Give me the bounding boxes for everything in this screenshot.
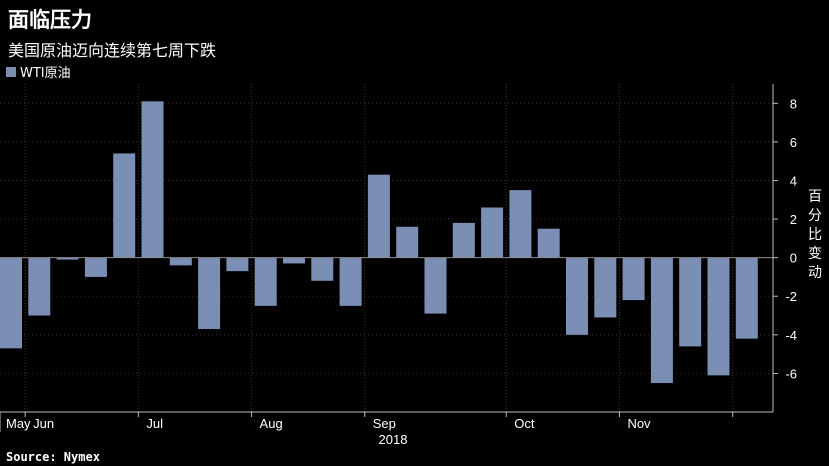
bar-12	[339, 257, 362, 306]
x-month-label: Oct	[514, 416, 535, 431]
x-year-label: 2018	[379, 432, 408, 447]
bar-13	[367, 174, 390, 258]
x-month-label: Nov	[627, 416, 651, 431]
legend-swatch	[6, 66, 16, 77]
bar-0	[0, 257, 22, 349]
x-month-label: Jun	[33, 416, 54, 431]
x-month-label: May	[6, 416, 31, 431]
bar-7	[198, 257, 221, 330]
chart-subtitle: 美国原油迈向连续第七周下跌	[8, 41, 217, 60]
bar-19	[537, 228, 560, 258]
source-note: Source: Nymex	[6, 450, 100, 464]
bar-9	[254, 257, 277, 306]
bar-11	[311, 257, 334, 281]
bar-5	[141, 101, 164, 258]
bar-18	[509, 190, 532, 258]
y-tick-label: 2	[790, 212, 797, 227]
y-tick-label: -4	[785, 328, 797, 343]
bar-16	[452, 222, 475, 258]
bar-3	[84, 257, 107, 277]
bar-15	[424, 257, 447, 314]
x-month-label: Sep	[373, 416, 396, 431]
bar-20	[566, 257, 588, 335]
chart-title: 面临压力	[8, 8, 92, 32]
bar-22	[622, 257, 645, 301]
bar-14	[396, 226, 419, 258]
y-tick-label: 0	[790, 251, 797, 266]
y-tick-label: 6	[790, 135, 797, 150]
y-tick-label: -2	[785, 289, 797, 304]
y-tick-label: -6	[785, 366, 797, 381]
bar-23	[650, 257, 673, 384]
bar-24	[679, 257, 702, 347]
bar-21	[594, 257, 617, 318]
axes: 8 6 4 2 0 -2 -4 -6 May Jun Jul Aug Sep Oct Nov	[0, 84, 797, 432]
bar-8	[226, 257, 249, 272]
bar-26	[735, 257, 758, 339]
bar-1	[28, 257, 51, 316]
y-tick-label: 8	[790, 96, 797, 111]
bar-4	[113, 153, 136, 258]
chart-legend: WTI原油	[6, 62, 71, 81]
bar-25	[707, 257, 730, 376]
bar-2	[56, 257, 79, 260]
x-month-label: Aug	[260, 416, 283, 431]
x-month-label: Jul	[146, 416, 163, 431]
bar-10	[283, 257, 305, 264]
legend-label: WTI原油	[20, 66, 71, 81]
bar-17	[481, 207, 504, 258]
bars	[0, 101, 758, 384]
y-tick-label: 4	[790, 173, 797, 188]
y-axis-label: 百分比变动	[808, 189, 822, 281]
bar-6	[169, 257, 192, 266]
